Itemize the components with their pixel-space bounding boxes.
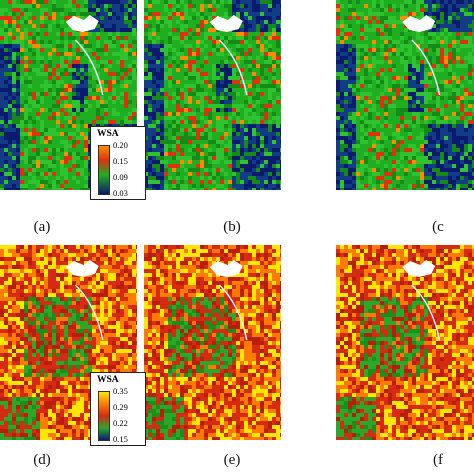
legend-bottom-colorbar [98, 391, 110, 441]
map-panel-e [144, 245, 281, 440]
legend-top-tick-3: 0.09 [113, 172, 128, 182]
caption-d: (d) [33, 452, 51, 468]
albedo-map-f [336, 245, 474, 440]
caption-e: (e) [223, 452, 241, 468]
legend-bottom-title: WSA [97, 375, 119, 385]
legend-bottom-tick-1: 0.35 [113, 386, 128, 396]
caption-a: (a) [33, 219, 51, 235]
legend-top-tick-2: 0.15 [113, 156, 128, 166]
map-panel-c [336, 0, 474, 190]
caption-b: (b) [223, 219, 241, 235]
albedo-map-e [144, 245, 281, 440]
legend-bottom-tick-3: 0.22 [113, 418, 128, 428]
legend-top-tick-4: 0.03 [113, 188, 128, 198]
legend-top-tick-1: 0.20 [113, 140, 128, 150]
map-panel-a [0, 0, 137, 190]
caption-f: (f [433, 452, 443, 468]
albedo-map-b [144, 0, 281, 190]
legend-top-title: WSA [97, 129, 119, 139]
legend-bottom-tick-2: 0.29 [113, 402, 128, 412]
map-panel-f [336, 245, 474, 440]
legend-bottom-tick-4: 0.15 [113, 434, 128, 444]
legend-top: WSA 0.20 0.15 0.09 0.03 [90, 126, 146, 200]
albedo-map-a [0, 0, 137, 190]
albedo-map-c [336, 0, 474, 190]
legend-top-colorbar [98, 145, 110, 195]
caption-c: (c [432, 219, 444, 235]
map-panel-b [144, 0, 281, 190]
legend-bottom: WSA 0.35 0.29 0.22 0.15 [90, 372, 146, 446]
